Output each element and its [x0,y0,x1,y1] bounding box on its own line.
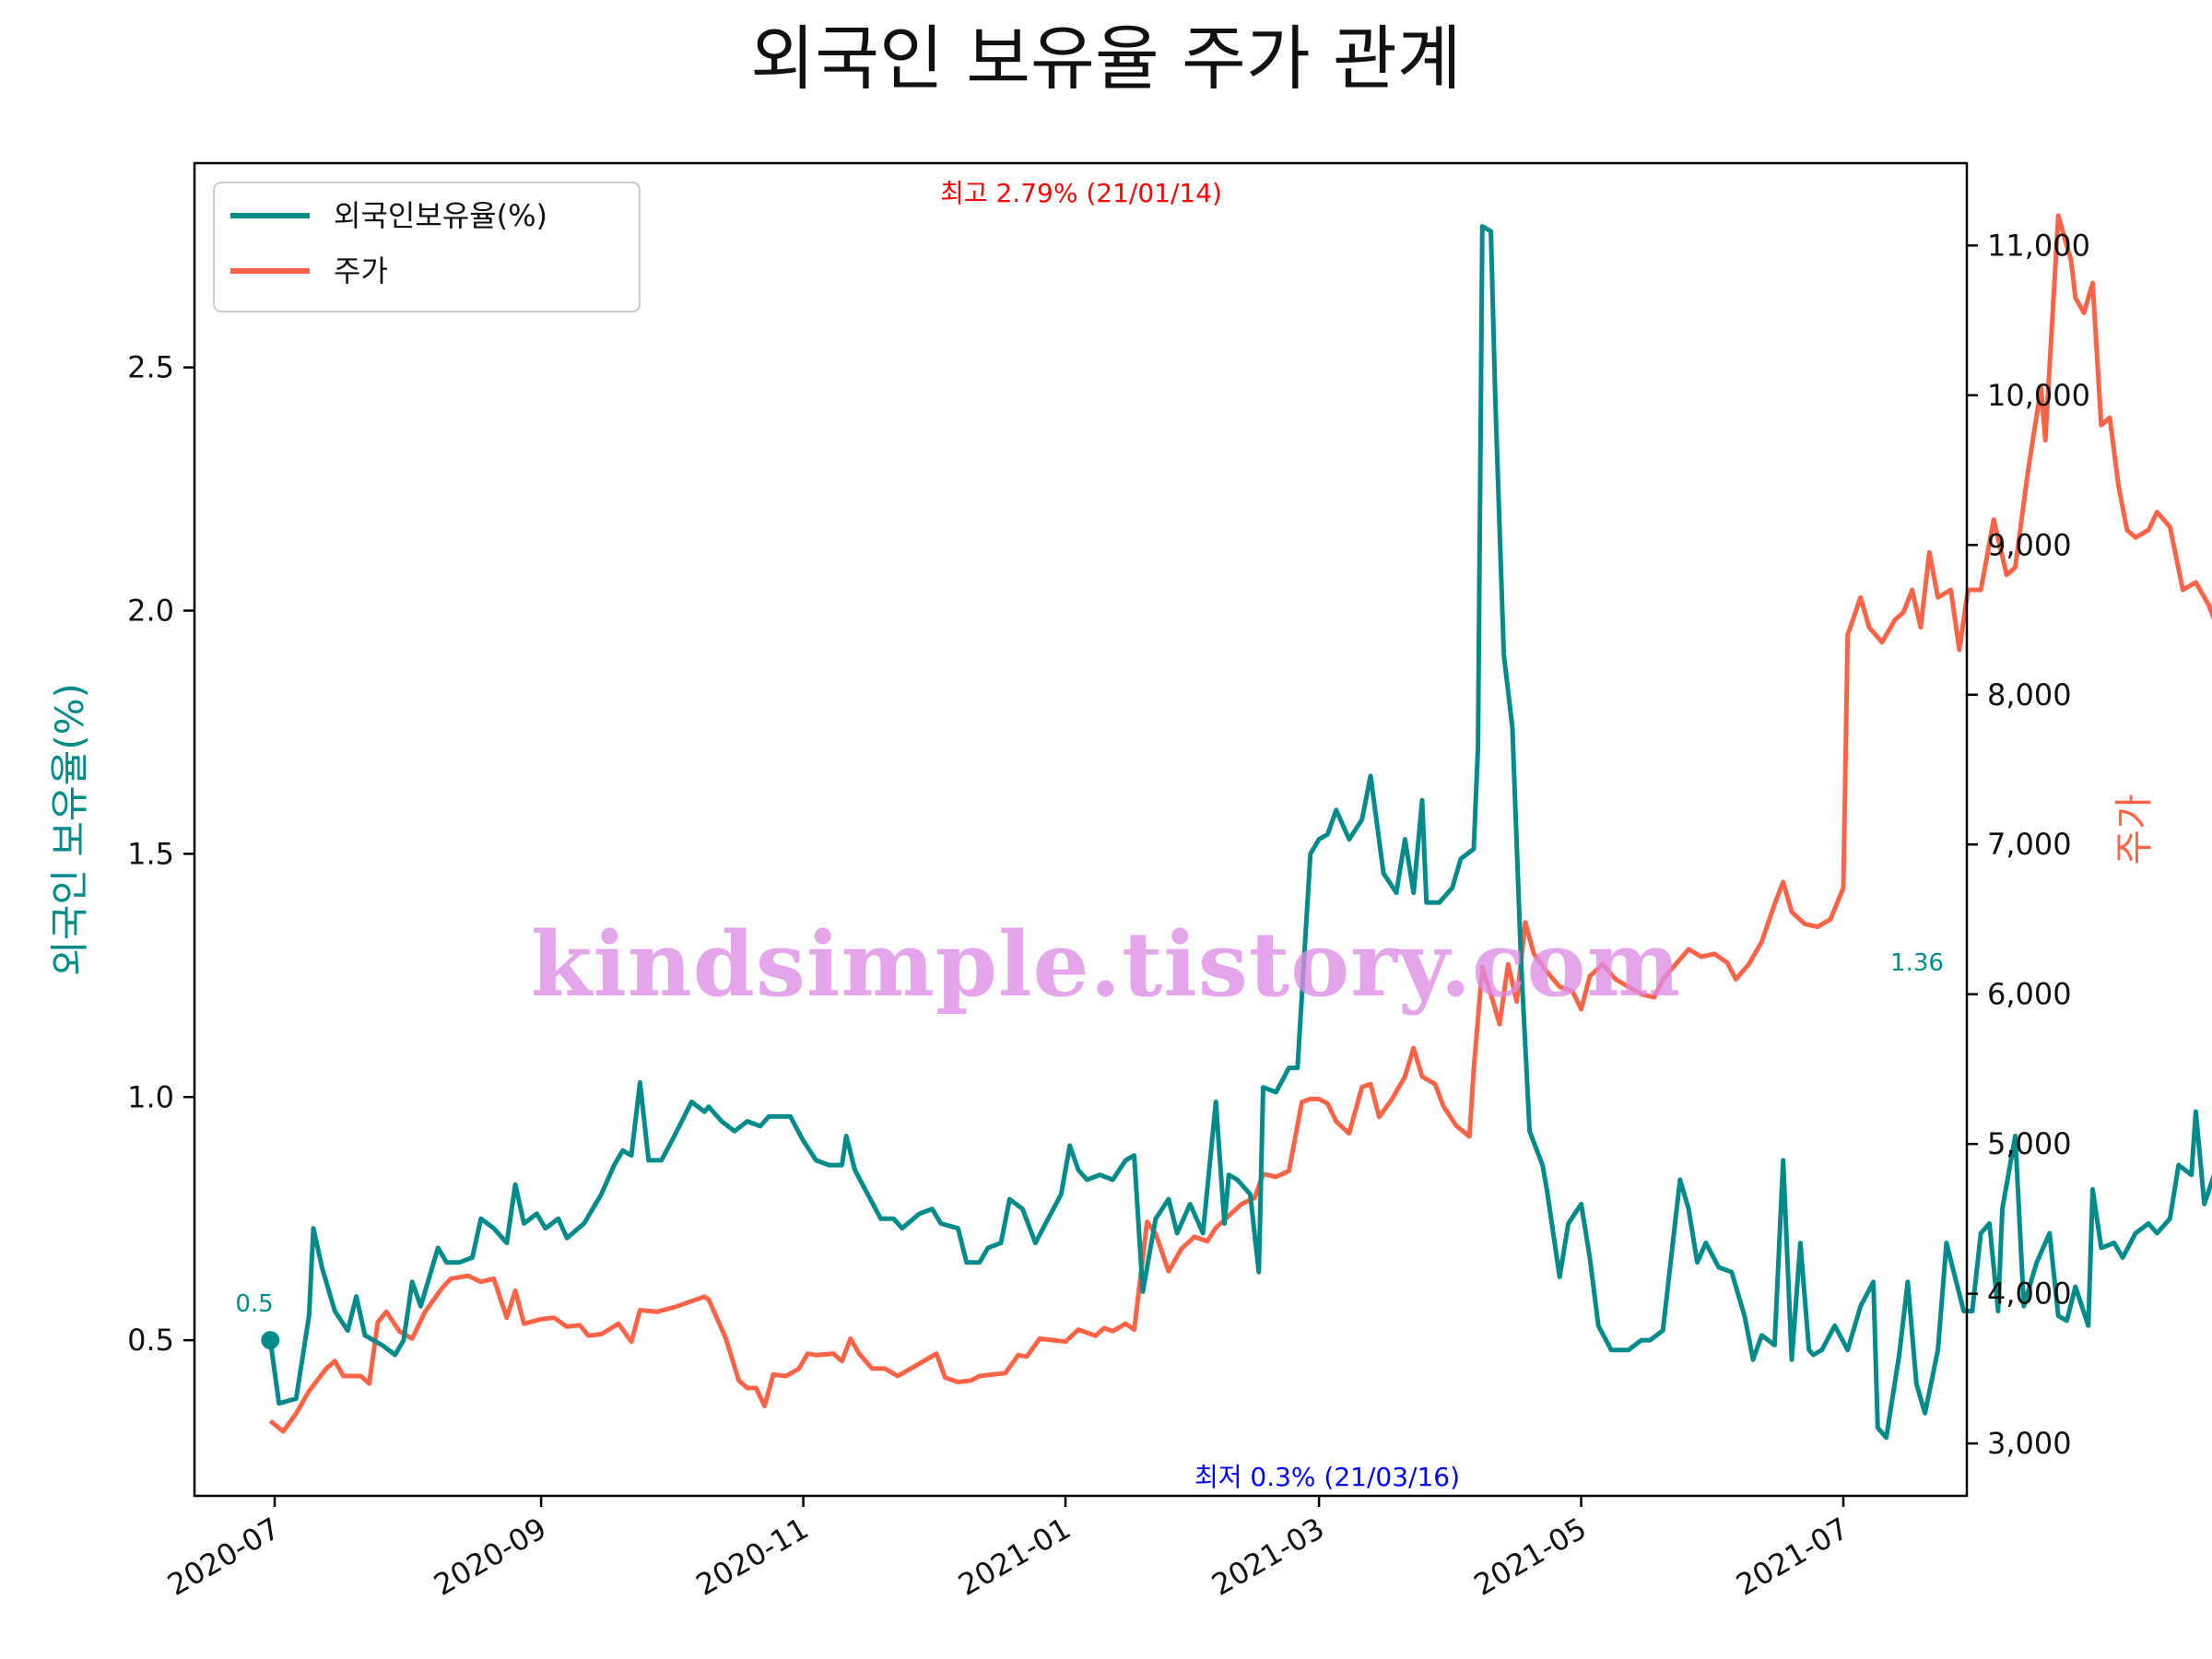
watermark: kindsimple.tistory.com [530,912,1682,1017]
max-annotation: 최고 2.79% (21/01/14) [940,178,1222,208]
right-tick-label: 6,000 [1987,977,2072,1012]
left-axis-label: 외국인 보유율(%) [47,683,92,976]
left-tick-label: 2.5 [127,350,174,385]
x-axis: 2020-07 2020-09 2020-11 2021-01 2021-03 2021-… [161,1496,1854,1603]
right-tick-label: 10,000 [1987,378,2090,413]
left-tick-label: 1.0 [127,1079,174,1114]
right-tick-label: 5,000 [1987,1126,2072,1161]
x-tick-label: 2020-11 [690,1511,815,1603]
start-marker [261,1331,280,1350]
ratio-series-line [267,224,2212,1441]
start-annotation: 0.5 [235,1290,273,1318]
left-tick-label: 1.5 [127,836,174,871]
x-tick-label: 2020-09 [428,1511,552,1603]
x-tick-label: 2021-01 [952,1511,1077,1603]
left-tick-label: 0.5 [127,1323,174,1358]
right-tick-label: 4,000 [1987,1277,2072,1312]
right-axis-label: 주가 [2112,794,2157,865]
legend-box [213,182,641,312]
right-tick-label: 3,000 [1987,1426,2072,1461]
x-tick-label: 2020-07 [161,1511,286,1603]
annotations: 최고 2.79% (21/01/14) 최저 0.3% (21/03/16) 0… [235,178,1944,1492]
legend-label-ratio: 외국인보유율(%) [334,198,547,233]
min-annotation: 최저 0.3% (21/03/16) [1194,1462,1460,1492]
left-tick-label: 2.0 [127,594,174,629]
right-axis: 3,000 4,000 5,000 6,000 7,000 8,000 9,000 10,00… [1967,228,2090,1461]
x-tick-label: 2021-03 [1206,1511,1330,1603]
right-tick-label: 9,000 [1987,527,2072,562]
end-annotation: 1.36 [1890,949,1944,977]
x-tick-label: 2021-07 [1730,1511,1854,1603]
left-axis: 0.5 1.0 1.5 2.0 2.5 [127,350,194,1358]
right-tick-label: 7,000 [1987,827,2072,862]
series-layer [261,213,2212,1441]
chart-title: 외국인 보유율 주가 관계 [750,18,1462,100]
right-tick-label: 11,000 [1987,228,2090,263]
plot-frame [193,161,1969,1498]
x-tick-label: 2021-05 [1468,1511,1593,1603]
legend-label-price: 주가 [334,253,388,288]
legend: 외국인보유율(%) 주가 [213,182,641,312]
right-tick-label: 8,000 [1987,677,2072,712]
price-series-line [268,213,2212,1434]
